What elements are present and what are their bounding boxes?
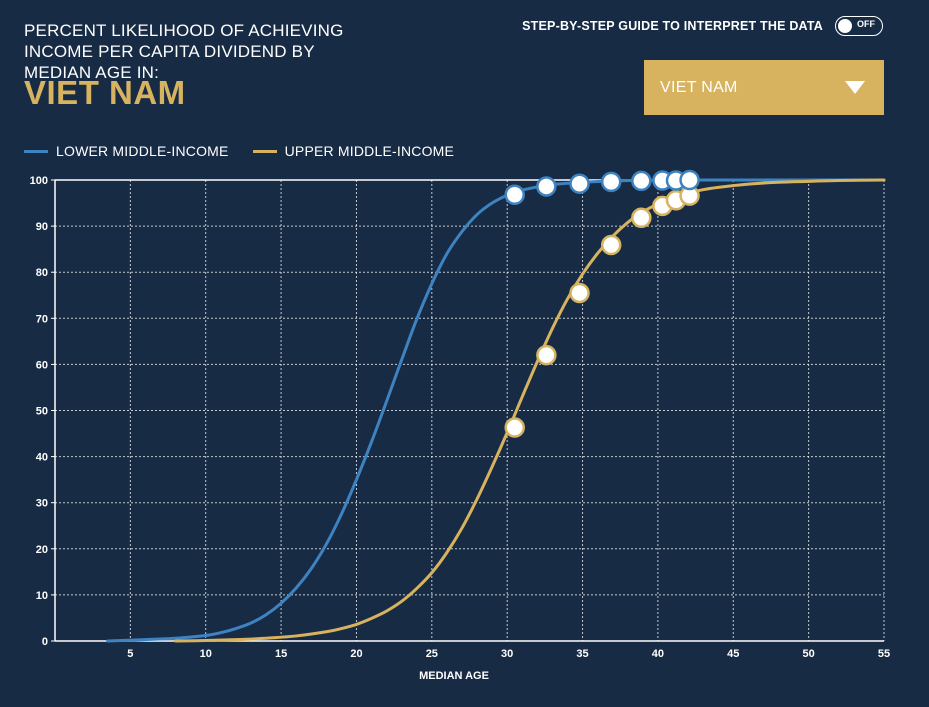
legend-label-upper-middle: UPPER MIDDLE-INCOME — [284, 143, 455, 159]
x-tick-label-50: 50 — [803, 648, 815, 660]
series-line-0 — [106, 178, 886, 643]
x-tick-label-35: 35 — [576, 648, 588, 660]
data-point-0-3 — [600, 171, 622, 193]
x-tick-label-15: 15 — [275, 648, 287, 660]
x-tick-label-25: 25 — [426, 648, 438, 660]
guide-toggle[interactable]: OFF — [835, 16, 883, 36]
data-point-0-7 — [679, 169, 700, 191]
data-point-1-3 — [600, 234, 622, 256]
chevron-down-icon — [845, 81, 865, 94]
data-point-1-0 — [504, 417, 525, 438]
data-point-0-0 — [504, 184, 525, 206]
guide-label: STEP-BY-STEP GUIDE TO INTERPRET THE DATA — [522, 19, 823, 33]
y-tick-label-100: 100 — [30, 175, 48, 187]
data-point-1-4 — [631, 207, 652, 229]
x-tick-label-40: 40 — [652, 648, 664, 660]
y-tick-label-20: 20 — [36, 544, 48, 556]
chart-grid — [55, 179, 885, 641]
data-point-1-1 — [536, 344, 557, 366]
y-tick-label-60: 60 — [36, 359, 48, 371]
y-tick-label-50: 50 — [36, 406, 48, 418]
x-tick-label-10: 10 — [200, 648, 212, 660]
data-point-0-2 — [569, 173, 590, 194]
y-tick-label-40: 40 — [36, 452, 48, 464]
country-heading: VIET NAM — [24, 74, 186, 111]
data-point-0-1 — [536, 176, 557, 197]
x-tick-label-45: 45 — [727, 648, 739, 660]
data-point-0-4 — [631, 170, 652, 192]
toggle-knob — [838, 18, 852, 33]
chart-ticks: 0 10 20 30 40 50 60 70 80 90 100 5 10 15 20 25 30 35 40 45 5… — [30, 175, 890, 660]
legend-item-lower-middle: LOWER MIDDLE-INCOME — [24, 143, 229, 159]
chart-title: PERCENT LIKELIHOOD OF ACHIEVING INCOME P… — [24, 21, 344, 82]
y-tick-label-0: 0 — [42, 636, 48, 648]
legend-item-upper-middle: UPPER MIDDLE-INCOME — [252, 143, 455, 159]
country-dropdown-value: VIET NAM — [660, 78, 738, 96]
legend-swatch-upper-middle — [252, 149, 277, 153]
country-dropdown[interactable]: VIET NAM — [644, 60, 884, 115]
x-axis-label: MEDIAN AGE — [419, 670, 489, 682]
x-tick-label-5: 5 — [127, 648, 133, 660]
y-tick-label-30: 30 — [36, 498, 48, 510]
y-tick-label-80: 80 — [36, 267, 48, 279]
series-line-1 — [174, 178, 886, 643]
guide-control: STEP-BY-STEP GUIDE TO INTERPRET THE DATA… — [522, 16, 883, 36]
x-tick-label-20: 20 — [350, 648, 362, 660]
y-tick-label-10: 10 — [36, 590, 48, 602]
toggle-state-label: OFF — [857, 19, 875, 29]
chart-legend: LOWER MIDDLE-INCOME UPPER MIDDLE-INCOME — [24, 143, 454, 159]
chart-lines — [106, 178, 886, 643]
legend-label-lower-middle: LOWER MIDDLE-INCOME — [56, 143, 229, 159]
legend-swatch-lower-middle — [24, 149, 48, 153]
data-point-1-2 — [569, 282, 590, 304]
x-tick-label-55: 55 — [878, 648, 890, 660]
y-tick-label-70: 70 — [36, 313, 48, 325]
chart-markers — [504, 169, 700, 438]
y-tick-label-90: 90 — [36, 221, 48, 233]
x-tick-label-30: 30 — [501, 648, 513, 660]
